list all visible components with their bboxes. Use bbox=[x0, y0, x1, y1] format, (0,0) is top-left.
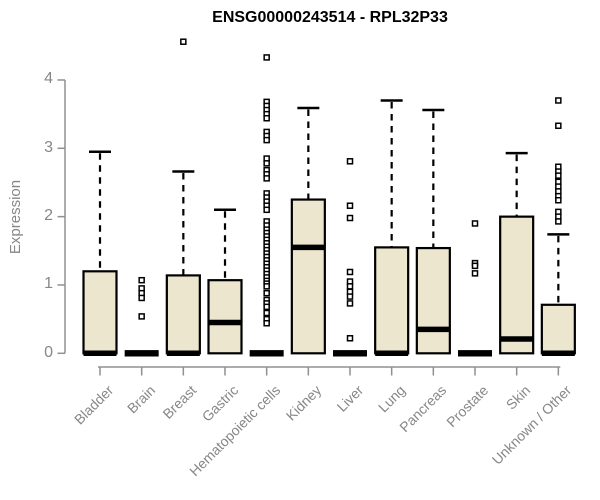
outlier-point bbox=[555, 122, 562, 130]
outlier-point bbox=[263, 289, 270, 297]
outlier-point bbox=[346, 300, 354, 307]
outlier-point bbox=[471, 262, 479, 270]
outlier-point bbox=[263, 160, 270, 167]
x-axis bbox=[98, 366, 561, 376]
outlier-point bbox=[138, 313, 145, 320]
box-unknown-other bbox=[540, 97, 576, 357]
box-gastric bbox=[207, 208, 243, 355]
iqr-box bbox=[415, 246, 451, 355]
outlier-point bbox=[263, 175, 270, 182]
outlier-point bbox=[346, 268, 354, 276]
iqr-box bbox=[540, 303, 576, 355]
box-prostate bbox=[458, 220, 493, 357]
outlier-point bbox=[471, 220, 479, 227]
box-liver bbox=[333, 158, 368, 357]
box-breast bbox=[165, 38, 201, 357]
flat-box bbox=[249, 350, 284, 357]
box-bladder bbox=[82, 150, 118, 357]
iqr-box bbox=[499, 215, 535, 355]
box-pancreas bbox=[415, 108, 451, 355]
outlier-point bbox=[555, 218, 562, 225]
outlier-point bbox=[138, 276, 145, 284]
outlier-point bbox=[346, 158, 354, 165]
outlier-point bbox=[263, 206, 270, 214]
iqr-box bbox=[207, 279, 243, 355]
box-lung bbox=[374, 99, 410, 357]
y-tick-label: 2 bbox=[44, 207, 53, 225]
outlier-point bbox=[346, 335, 354, 342]
outlier-point bbox=[346, 214, 354, 222]
box-skin bbox=[499, 151, 535, 355]
outlier-point bbox=[263, 319, 270, 327]
iqr-box bbox=[165, 274, 201, 355]
flat-box bbox=[333, 350, 368, 357]
outlier-point bbox=[263, 283, 270, 290]
y-tick-label: 0 bbox=[44, 343, 53, 361]
iqr-box bbox=[374, 246, 410, 355]
outlier-point bbox=[138, 294, 145, 302]
flat-box bbox=[124, 350, 159, 357]
y-tick-label: 3 bbox=[44, 138, 53, 156]
outlier-point bbox=[555, 196, 562, 204]
outlier-point bbox=[555, 172, 562, 179]
outlier-point bbox=[346, 283, 354, 290]
outlier-point bbox=[263, 54, 270, 61]
chart-title: ENSG00000243514 - RPL32P33 bbox=[212, 9, 448, 26]
outlier-point bbox=[263, 303, 270, 311]
y-tick-label: 4 bbox=[44, 70, 53, 88]
y-tick-label: 1 bbox=[44, 275, 53, 293]
outlier-point bbox=[263, 309, 270, 317]
outlier-point bbox=[263, 114, 270, 122]
outlier-point bbox=[555, 97, 562, 104]
box-hematopoietic-cells bbox=[249, 54, 284, 357]
outlier-point bbox=[346, 202, 354, 209]
outlier-point bbox=[471, 270, 479, 277]
box-kidney bbox=[290, 106, 326, 355]
iqr-box bbox=[82, 270, 118, 355]
outlier-point bbox=[346, 293, 354, 300]
outlier-point bbox=[263, 136, 270, 144]
iqr-box bbox=[290, 198, 326, 355]
flat-box bbox=[458, 350, 493, 357]
y-axis bbox=[57, 79, 66, 355]
outlier-point bbox=[180, 38, 187, 45]
box-brain bbox=[124, 276, 159, 357]
